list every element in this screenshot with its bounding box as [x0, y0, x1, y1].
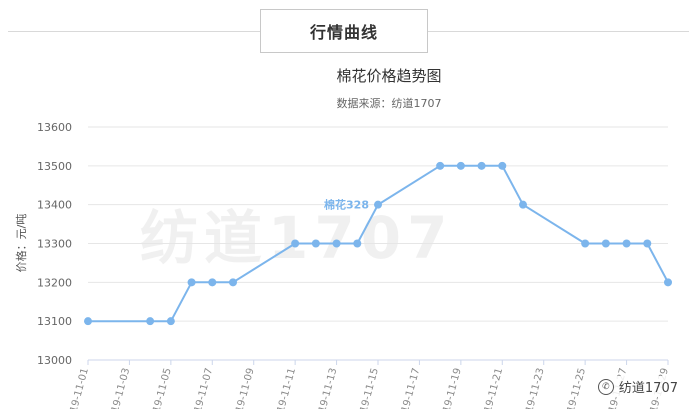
x-tick-label: 19-11-23 — [524, 367, 546, 409]
x-tick-label: 19-11-07 — [193, 367, 215, 409]
chart-subtitle: 数据来源：纺道1707 — [337, 96, 442, 110]
x-tick-label: 19-11-05 — [151, 367, 173, 409]
data-point — [456, 161, 465, 170]
section-header-title: 行情曲线 — [309, 23, 378, 42]
x-tick-label: 19-11-17 — [400, 367, 422, 409]
data-point — [84, 317, 92, 326]
x-tick-label: 19-11-01 — [69, 367, 91, 409]
data-point — [208, 278, 217, 287]
data-point — [436, 161, 445, 170]
data-point — [643, 239, 652, 248]
data-point — [311, 239, 320, 248]
data-point — [622, 239, 631, 248]
y-axis-label: 价格：元/吨 — [14, 214, 28, 273]
data-point — [601, 239, 610, 248]
data-point — [581, 239, 590, 248]
y-tick-label: 13600 — [37, 121, 72, 134]
data-point — [664, 278, 672, 287]
x-tick-label: 19-11-15 — [359, 367, 381, 409]
x-tick-label: 19-11-19 — [441, 367, 463, 409]
chart-title: 棉花价格趋势图 — [336, 67, 441, 85]
data-point — [477, 161, 486, 170]
y-tick-label: 13400 — [37, 199, 72, 212]
series-label: 棉花328 — [324, 198, 369, 212]
data-point — [353, 239, 362, 248]
x-axis-ticks: 19-11-01 19-11-03 19-11-05 19-11-07 19-11-09… — [69, 360, 671, 409]
y-tick-label: 13000 — [37, 354, 72, 367]
x-tick-label: 19-11-21 — [483, 367, 505, 409]
watermark-text: 纺道1707 — [140, 204, 453, 272]
data-point — [374, 200, 382, 209]
x-tick-label: 19-11-13 — [317, 367, 339, 409]
y-tick-label: 13100 — [37, 315, 72, 328]
brand-name: 纺道1707 — [618, 381, 678, 396]
data-point — [146, 317, 155, 326]
x-tick-label: 19-11-03 — [110, 367, 132, 409]
y-tick-label: 13200 — [37, 276, 72, 289]
x-tick-label: 19-11-25 — [566, 367, 588, 409]
y-tick-label: 13300 — [37, 238, 72, 251]
y-tick-label: 13500 — [37, 160, 72, 173]
wechat-icon: ✆ — [597, 378, 614, 395]
data-point — [332, 239, 341, 248]
brand-badge: ✆ 纺道1707 — [594, 376, 681, 397]
section-header: 行情曲线 — [260, 9, 428, 53]
data-point — [519, 200, 527, 209]
x-tick-label: 19-11-09 — [234, 367, 256, 409]
data-point — [229, 278, 237, 287]
grid-lines — [88, 126, 668, 361]
series-layer: 棉花328 — [84, 161, 672, 326]
data-point — [166, 317, 175, 326]
x-tick-label: 19-11-11 — [276, 367, 298, 409]
data-point — [291, 239, 300, 248]
data-point — [498, 161, 507, 170]
data-point — [187, 278, 196, 287]
y-axis-ticks: 13000 13100 13200 13300 13400 13500 13600 — [37, 121, 72, 367]
